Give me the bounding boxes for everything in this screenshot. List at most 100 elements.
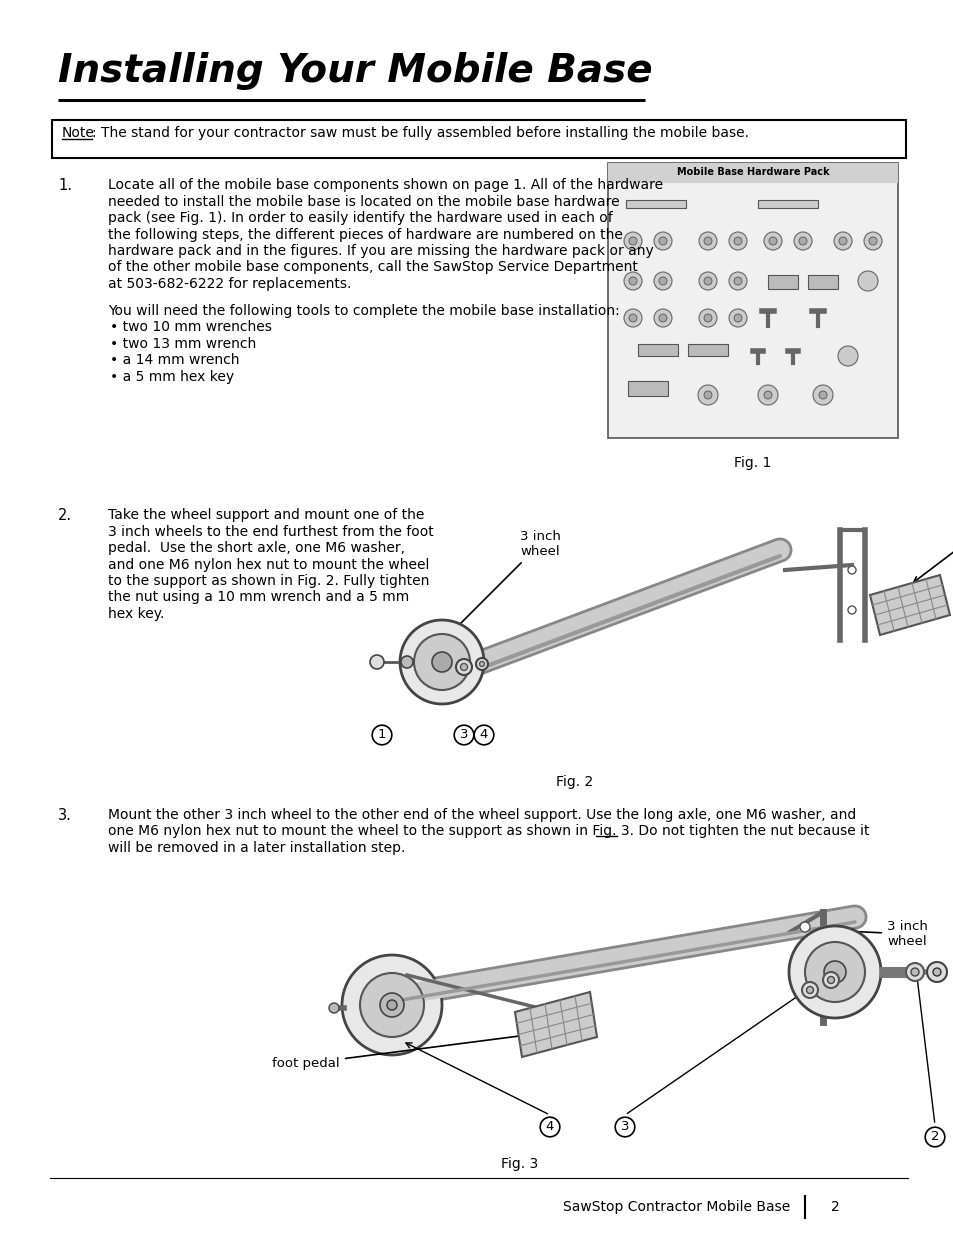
Circle shape — [910, 968, 918, 976]
Circle shape — [659, 277, 666, 285]
Text: 3 inch
wheel: 3 inch wheel — [847, 920, 927, 948]
Text: needed to install the mobile base is located on the mobile base hardware: needed to install the mobile base is loc… — [108, 194, 619, 209]
Circle shape — [623, 232, 641, 249]
Text: Fig. 2: Fig. 2 — [556, 776, 593, 789]
Circle shape — [456, 659, 472, 676]
Circle shape — [826, 977, 834, 983]
Text: • a 5 mm hex key: • a 5 mm hex key — [110, 369, 233, 384]
Bar — [687, 345, 727, 356]
Text: Mount the other 3 inch wheel to the other end of the wheel support. Use the long: Mount the other 3 inch wheel to the othe… — [108, 808, 856, 823]
Bar — [807, 275, 837, 289]
Text: • a 14 mm wrench: • a 14 mm wrench — [110, 353, 239, 367]
Circle shape — [733, 314, 741, 322]
Circle shape — [460, 663, 467, 671]
Text: the nut using a 10 mm wrench and a 5 mm: the nut using a 10 mm wrench and a 5 mm — [108, 590, 409, 604]
Text: hardware pack and in the figures. If you are missing the hardware pack or any: hardware pack and in the figures. If you… — [108, 245, 653, 258]
Text: pedal.  Use the short axle, one M6 washer,: pedal. Use the short axle, one M6 washer… — [108, 541, 405, 555]
Circle shape — [868, 237, 876, 245]
Bar — [638, 345, 678, 356]
Circle shape — [703, 314, 711, 322]
Circle shape — [733, 277, 741, 285]
Polygon shape — [515, 992, 597, 1057]
Circle shape — [379, 993, 403, 1016]
Circle shape — [698, 385, 718, 405]
Circle shape — [793, 232, 811, 249]
Text: foot pedal: foot pedal — [913, 515, 953, 582]
Circle shape — [728, 272, 746, 290]
Text: Locate all of the mobile base components shown on page 1. All of the hardware: Locate all of the mobile base components… — [108, 178, 662, 191]
Bar — [607, 163, 897, 438]
Circle shape — [703, 391, 711, 399]
Circle shape — [763, 232, 781, 249]
Text: 1.: 1. — [58, 178, 71, 193]
Text: 3.: 3. — [58, 808, 71, 823]
Text: foot pedal: foot pedal — [273, 1032, 530, 1070]
Bar — [625, 200, 685, 207]
Circle shape — [847, 566, 855, 574]
Circle shape — [623, 272, 641, 290]
Text: Mobile Base Hardware Pack: Mobile Base Hardware Pack — [676, 167, 828, 177]
Circle shape — [833, 232, 851, 249]
Circle shape — [905, 963, 923, 981]
Text: Fig. 1: Fig. 1 — [734, 456, 771, 471]
Circle shape — [822, 972, 838, 988]
Bar — [627, 382, 667, 396]
Text: one M6 nylon hex nut to mount the wheel to the support as shown in Fig. 3. Do no: one M6 nylon hex nut to mount the wheel … — [108, 825, 868, 839]
Text: the following steps, the different pieces of hardware are numbered on the: the following steps, the different piece… — [108, 227, 622, 242]
Circle shape — [932, 968, 940, 976]
Text: to the support as shown in Fig. 2. Fully tighten: to the support as shown in Fig. 2. Fully… — [108, 574, 429, 588]
Circle shape — [628, 237, 637, 245]
Circle shape — [699, 309, 717, 327]
Circle shape — [623, 309, 641, 327]
Text: of the other mobile base components, call the SawStop Service Department: of the other mobile base components, cal… — [108, 261, 638, 274]
Circle shape — [400, 656, 413, 668]
Circle shape — [628, 314, 637, 322]
Circle shape — [703, 277, 711, 285]
Circle shape — [804, 942, 864, 1002]
Circle shape — [805, 987, 813, 993]
Text: • two 13 mm wrench: • two 13 mm wrench — [110, 336, 256, 351]
Circle shape — [847, 606, 855, 614]
Circle shape — [837, 346, 857, 366]
Text: pack (see Fig. 1). In order to easily identify the hardware used in each of: pack (see Fig. 1). In order to easily id… — [108, 211, 612, 225]
Circle shape — [399, 620, 483, 704]
Bar — [607, 163, 897, 183]
Circle shape — [654, 232, 671, 249]
Circle shape — [763, 391, 771, 399]
Circle shape — [812, 385, 832, 405]
Text: 4: 4 — [479, 729, 488, 741]
Circle shape — [823, 961, 845, 983]
Text: 2.: 2. — [58, 508, 72, 522]
Circle shape — [728, 309, 746, 327]
Circle shape — [788, 926, 880, 1018]
Text: Note: Note — [62, 126, 94, 140]
Text: Installing Your Mobile Base: Installing Your Mobile Base — [58, 52, 652, 90]
Circle shape — [341, 955, 441, 1055]
Text: • two 10 mm wrenches: • two 10 mm wrenches — [110, 320, 272, 333]
Text: 2: 2 — [830, 1200, 839, 1214]
Circle shape — [838, 237, 846, 245]
Circle shape — [863, 232, 882, 249]
Circle shape — [359, 973, 423, 1037]
Circle shape — [476, 658, 488, 671]
Text: hex key.: hex key. — [108, 606, 164, 621]
Polygon shape — [869, 576, 949, 635]
Text: will be removed in a later installation step.: will be removed in a later installation … — [108, 841, 405, 855]
Circle shape — [768, 237, 776, 245]
Circle shape — [654, 272, 671, 290]
Circle shape — [926, 962, 946, 982]
Circle shape — [659, 314, 666, 322]
Text: 3: 3 — [620, 1120, 629, 1134]
Text: at 503-682-6222 for replacements.: at 503-682-6222 for replacements. — [108, 277, 351, 291]
Text: Take the wheel support and mount one of the: Take the wheel support and mount one of … — [108, 508, 424, 522]
Circle shape — [699, 272, 717, 290]
Circle shape — [628, 277, 637, 285]
Text: 3 inch wheels to the end furthest from the foot: 3 inch wheels to the end furthest from t… — [108, 525, 434, 538]
Circle shape — [370, 655, 384, 669]
Circle shape — [432, 652, 452, 672]
Circle shape — [800, 923, 809, 932]
Text: 3 inch
wheel: 3 inch wheel — [445, 530, 559, 638]
Circle shape — [699, 232, 717, 249]
Bar — [758, 200, 817, 207]
Circle shape — [654, 309, 671, 327]
